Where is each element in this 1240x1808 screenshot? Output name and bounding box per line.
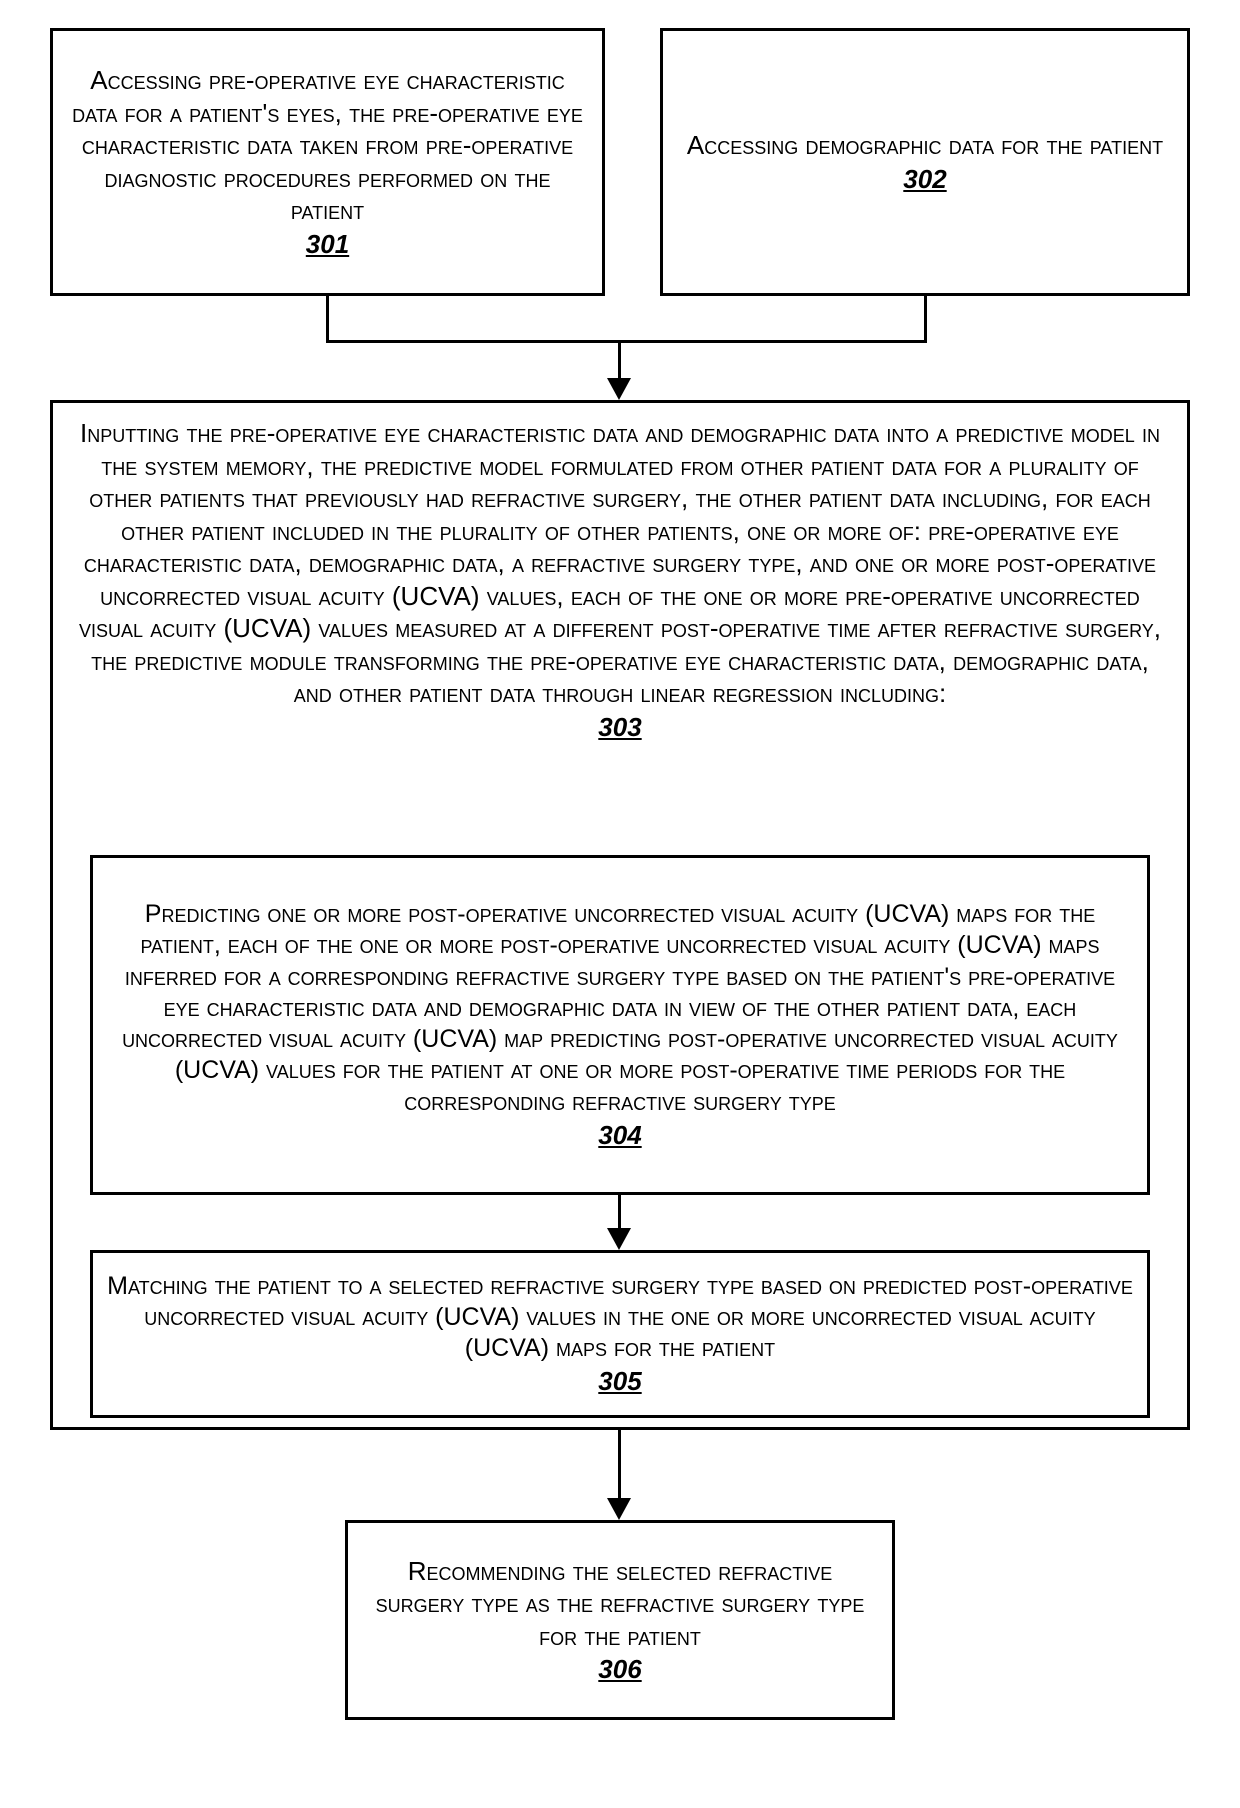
step-305-ref: 305 bbox=[598, 1366, 641, 1397]
connector-merge-down bbox=[618, 340, 621, 378]
flowchart-canvas: Accessing pre-operative eye characterist… bbox=[0, 0, 1240, 1808]
step-304: Predicting one or more post-operative un… bbox=[90, 855, 1150, 1195]
arrow-into-303 bbox=[607, 378, 631, 400]
step-301-ref: 301 bbox=[306, 229, 349, 260]
step-305-text: Matching the patient to a selected refra… bbox=[107, 1271, 1133, 1365]
step-304-ref: 304 bbox=[598, 1120, 641, 1151]
connector-302-down bbox=[924, 296, 927, 342]
step-301: Accessing pre-operative eye characterist… bbox=[50, 28, 605, 296]
step-305: Matching the patient to a selected refra… bbox=[90, 1250, 1150, 1418]
step-304-text: Predicting one or more post-operative un… bbox=[107, 899, 1133, 1118]
step-306-ref: 306 bbox=[598, 1654, 641, 1685]
connector-top-merge bbox=[326, 340, 927, 343]
step-302-ref: 302 bbox=[903, 164, 946, 195]
step-306: Recommending the selected refractive sur… bbox=[345, 1520, 895, 1720]
step-301-text: Accessing pre-operative eye characterist… bbox=[67, 64, 588, 227]
arrow-into-306 bbox=[607, 1498, 631, 1520]
connector-303-306 bbox=[618, 1430, 621, 1498]
step-303-text: Inputting the pre-operative eye characte… bbox=[75, 417, 1165, 710]
arrow-into-305 bbox=[607, 1228, 631, 1250]
step-303-ref: 303 bbox=[598, 712, 641, 743]
step-302-text: Accessing demographic data for the patie… bbox=[687, 129, 1163, 162]
connector-301-down bbox=[326, 296, 329, 342]
step-302: Accessing demographic data for the patie… bbox=[660, 28, 1190, 296]
step-306-text: Recommending the selected refractive sur… bbox=[362, 1555, 878, 1653]
connector-304-305 bbox=[618, 1195, 621, 1228]
